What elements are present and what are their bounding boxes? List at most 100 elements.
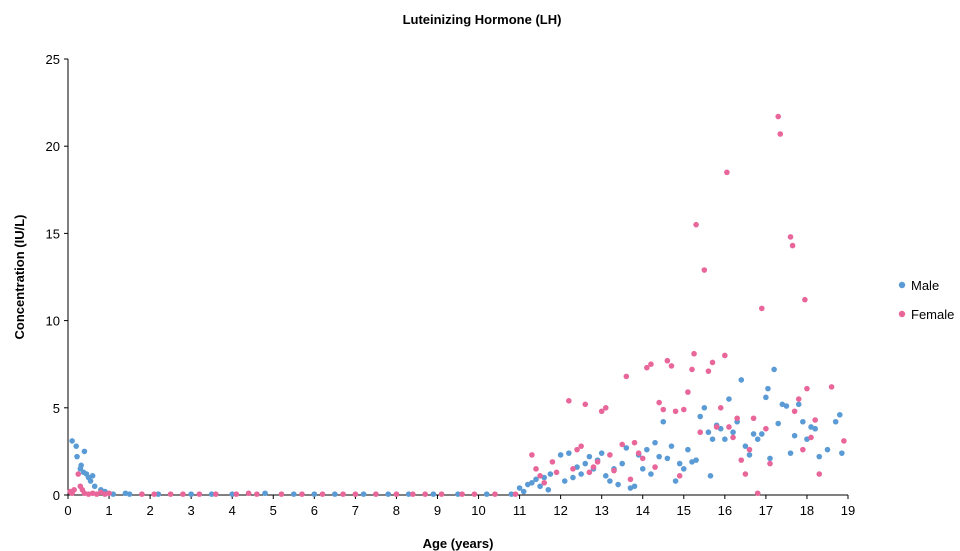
data-point-male	[763, 394, 769, 401]
data-point-female	[566, 398, 572, 404]
data-point-male	[631, 483, 638, 490]
data-point-female	[512, 491, 519, 497]
data-point-male	[73, 443, 80, 449]
data-point-male	[832, 418, 839, 425]
data-point-male	[557, 452, 564, 458]
data-point-female	[590, 464, 597, 470]
data-point-female	[541, 479, 548, 486]
data-point-female	[672, 408, 679, 415]
legend-item-female: Female	[898, 307, 954, 322]
y-tick-label: 0	[53, 488, 60, 503]
data-point-female	[639, 455, 646, 462]
data-point-female	[627, 476, 634, 483]
data-point-male	[561, 478, 568, 484]
data-point-male	[311, 491, 318, 497]
x-tick-label: 5	[270, 503, 277, 518]
data-point-female	[607, 452, 613, 458]
data-point-male	[639, 466, 646, 472]
data-point-male	[664, 455, 671, 462]
data-point-female	[319, 491, 326, 497]
x-tick-label: 6	[311, 503, 318, 518]
y-tick-label: 20	[46, 139, 60, 154]
data-point-female	[529, 452, 535, 458]
data-point-male	[697, 413, 704, 420]
data-point-female	[299, 491, 305, 497]
legend-marker	[898, 310, 906, 318]
data-point-female	[602, 405, 609, 411]
data-point-female	[828, 384, 835, 390]
data-point-female	[623, 373, 630, 380]
x-tick-label: 13	[594, 503, 608, 518]
data-point-female	[644, 364, 650, 371]
data-point-male	[89, 473, 96, 479]
data-point-female	[734, 415, 740, 422]
data-point-female	[841, 438, 847, 444]
data-point-male	[516, 485, 523, 491]
x-tick-label: 7	[352, 503, 359, 518]
data-point-male	[74, 453, 80, 460]
data-point-female	[549, 459, 556, 465]
y-tick-label: 25	[46, 52, 60, 67]
data-point-male	[787, 450, 794, 456]
y-tick-label: 15	[46, 226, 60, 241]
data-point-female	[582, 401, 589, 408]
data-point-female	[75, 471, 82, 477]
data-point-male	[707, 473, 714, 479]
x-tick-label: 8	[393, 503, 400, 518]
data-point-male	[816, 453, 823, 460]
data-point-male	[767, 455, 773, 462]
data-point-male	[742, 443, 749, 449]
data-point-male	[208, 491, 215, 497]
data-point-female	[533, 466, 539, 472]
data-point-male	[730, 429, 736, 436]
data-point-female	[180, 491, 186, 497]
data-point-male	[680, 466, 687, 472]
legend-label: Female	[911, 307, 954, 322]
x-tick-label: 10	[471, 503, 485, 518]
data-point-male	[623, 445, 630, 451]
data-point-male	[91, 483, 98, 490]
data-point-male	[726, 396, 732, 402]
data-point-male	[602, 473, 609, 479]
data-point-female	[660, 406, 667, 413]
data-point-male	[455, 491, 461, 497]
data-point-male	[648, 471, 654, 477]
data-point-male	[607, 478, 613, 484]
data-point-male	[693, 457, 699, 463]
x-tick-label: 18	[800, 503, 814, 518]
data-point-male	[775, 420, 782, 427]
data-point-male	[656, 453, 662, 460]
data-point-female	[758, 305, 765, 312]
data-point-male	[332, 491, 338, 497]
data-point-male	[644, 446, 650, 453]
x-tick-label: 14	[636, 503, 650, 518]
data-point-male	[668, 443, 675, 449]
data-point-male	[598, 450, 605, 456]
series-female	[67, 113, 847, 497]
data-point-female	[713, 424, 720, 430]
data-point-male	[155, 491, 162, 497]
x-tick-label: 12	[553, 503, 567, 518]
data-point-female	[422, 491, 428, 497]
data-point-female	[722, 352, 728, 359]
data-point-male	[229, 491, 236, 497]
legend: Male Female	[898, 278, 954, 322]
data-point-female	[664, 357, 671, 364]
data-point-female	[750, 415, 757, 422]
data-point-female	[151, 491, 158, 497]
data-point-female	[245, 490, 252, 497]
data-point-male	[758, 431, 765, 437]
data-point-female	[730, 434, 736, 441]
data-point-male	[672, 478, 679, 484]
data-point-female	[631, 439, 638, 446]
data-point-female	[611, 467, 617, 474]
data-point-female	[777, 131, 784, 137]
x-tick-label: 1	[105, 503, 112, 518]
data-point-female	[586, 469, 593, 476]
x-tick-label: 11	[513, 503, 527, 518]
data-point-male	[812, 425, 818, 432]
data-point-male	[795, 401, 802, 408]
data-point-male	[722, 436, 728, 442]
data-point-male	[529, 479, 535, 486]
